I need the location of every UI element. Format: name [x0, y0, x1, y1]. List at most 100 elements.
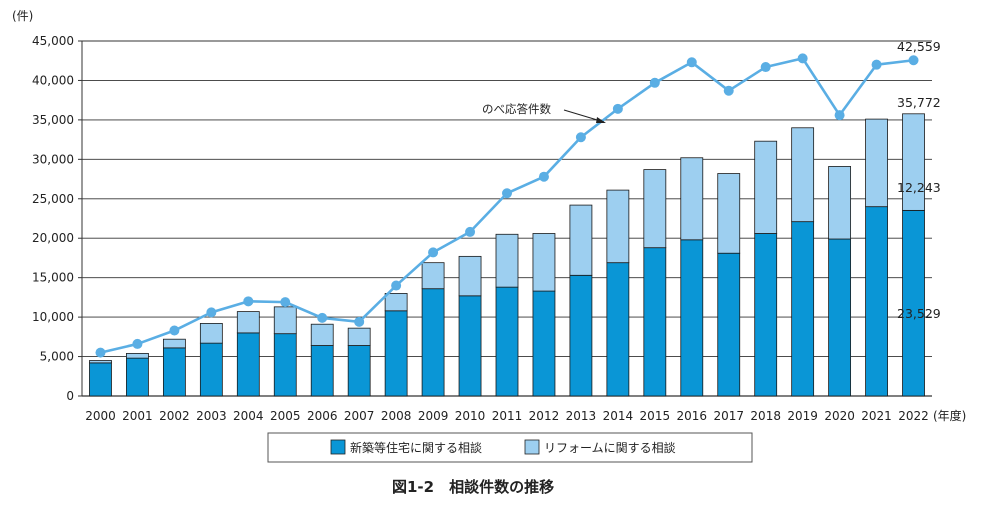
- line-point-2003: [206, 307, 217, 318]
- bar-new-2000: [89, 362, 112, 397]
- bar-reform-2018: [754, 140, 778, 234]
- x-tick-label: 2005: [270, 409, 301, 423]
- bar-new-2014: [606, 262, 630, 397]
- bar-new-2009: [421, 288, 445, 397]
- legend-swatch-new: [330, 439, 346, 455]
- y-tick-label: 15,000: [32, 271, 74, 285]
- line-point-2012: [538, 171, 549, 182]
- line-point-2010: [465, 226, 476, 237]
- line-point-2015: [649, 77, 660, 88]
- bar-reform-2008: [384, 293, 408, 312]
- y-tick-label: 0: [66, 389, 74, 403]
- legend-label-new: 新築等住宅に関する相談: [350, 440, 482, 455]
- x-tick-label: 2004: [233, 409, 264, 423]
- bar-reform-2007: [347, 327, 371, 346]
- x-tick-label: 2010: [455, 409, 486, 423]
- bar-reform-2006: [310, 323, 334, 346]
- bar-reform-2016: [680, 157, 704, 241]
- x-tick-label: 2018: [750, 409, 781, 423]
- x-tick-label: 2000: [85, 409, 116, 423]
- line-series: [95, 53, 919, 358]
- bar-new-2017: [717, 252, 741, 397]
- y-tick-label: 45,000: [32, 34, 74, 48]
- x-tick-label: 2006: [307, 409, 338, 423]
- bar-reform-2021: [865, 118, 888, 208]
- data-label-total-last: 35,772: [897, 95, 941, 110]
- bar-new-2015: [643, 247, 667, 397]
- line-point-2002: [169, 325, 180, 336]
- line-point-2018: [760, 62, 771, 73]
- legend-box: [267, 432, 753, 463]
- x-axis-unit-label: (年度): [933, 408, 966, 423]
- bar-new-2019: [791, 221, 815, 397]
- bar-new-2022: [902, 209, 925, 397]
- y-axis-tick-labels: 0 5,000 10,000 15,000 20,000 25,000 30,000 35,0…: [32, 34, 74, 403]
- line-point-2009: [428, 247, 439, 258]
- x-tick-label: 2012: [529, 409, 560, 423]
- bar-reform-2012: [532, 233, 556, 292]
- bar-reform-2010: [458, 255, 482, 297]
- bar-new-2001: [126, 357, 149, 397]
- line-point-2008: [391, 280, 402, 291]
- x-tick-label: 2015: [640, 409, 671, 423]
- y-tick-label: 10,000: [32, 310, 74, 324]
- line-point-2016: [686, 57, 697, 68]
- bar-new-2012: [532, 290, 556, 397]
- line-point-2020: [834, 110, 845, 121]
- bar-new-2004: [236, 332, 260, 397]
- bar-reform-2022: [902, 113, 925, 211]
- bar-new-2020: [828, 238, 852, 397]
- x-tick-label: 2020: [824, 409, 855, 423]
- legend-label-reform: リフォームに関する相談: [544, 440, 676, 455]
- bar-reform-2015: [643, 169, 667, 249]
- x-tick-label: 2007: [344, 409, 375, 423]
- data-label-reform-last: 12,243: [897, 180, 941, 195]
- x-tick-label: 2013: [566, 409, 597, 423]
- line-point-2021: [871, 59, 882, 70]
- line-point-2005: [280, 297, 291, 308]
- legend: 新築等住宅に関する相談 リフォームに関する相談: [267, 432, 753, 463]
- y-tick-label: 35,000: [32, 113, 74, 127]
- y-tick-label: 20,000: [32, 231, 74, 245]
- bar-new-2010: [458, 295, 482, 397]
- bar-new-2003: [199, 342, 223, 397]
- y-tick-label: 30,000: [32, 152, 74, 166]
- bar-reform-2020: [828, 166, 852, 240]
- line-point-2007: [354, 316, 365, 327]
- bar-reform-2001: [126, 352, 149, 359]
- x-tick-label: 2011: [492, 409, 523, 423]
- line-point-2017: [723, 85, 734, 96]
- x-tick-label: 2014: [603, 409, 634, 423]
- line-point-2013: [575, 132, 586, 143]
- line-point-2000: [95, 347, 106, 358]
- x-tick-label: 2008: [381, 409, 412, 423]
- bar-reform-2000: [89, 360, 112, 364]
- bar-new-2021: [865, 206, 888, 397]
- x-tick-label: 2021: [861, 409, 892, 423]
- line-series-annotation: のべ応答件数: [482, 102, 551, 116]
- annotation-arrowhead: [596, 117, 606, 123]
- y-axis-unit-label: (件): [12, 9, 33, 23]
- bar-reform-2004: [236, 311, 260, 334]
- x-axis-tick-labels: 2000 2001 2002 2003 2004 2005 2006 2007 2008 2009…: [85, 409, 929, 423]
- x-tick-label: 2019: [787, 409, 818, 423]
- x-tick-label: 2016: [677, 409, 708, 423]
- bar-new-2002: [162, 347, 186, 397]
- bar-reform-2003: [199, 323, 223, 344]
- bar-reform-2014: [606, 189, 630, 264]
- y-tick-label: 25,000: [32, 192, 74, 206]
- bar-new-2018: [754, 233, 778, 397]
- bar-new-2011: [495, 286, 519, 397]
- line-point-2022: [908, 55, 919, 66]
- chart-title: 図1-2 相談件数の推移: [392, 478, 554, 496]
- legend-swatch-reform: [524, 439, 540, 455]
- bar-reform-2013: [569, 204, 593, 276]
- bar-reform-2017: [717, 173, 741, 254]
- data-label-new-last: 23,529: [897, 306, 941, 321]
- bar-reform-2011: [495, 233, 519, 288]
- line-point-2019: [797, 53, 808, 64]
- x-tick-label: 2009: [418, 409, 449, 423]
- line-point-2001: [132, 338, 143, 349]
- bar-series: [89, 113, 925, 397]
